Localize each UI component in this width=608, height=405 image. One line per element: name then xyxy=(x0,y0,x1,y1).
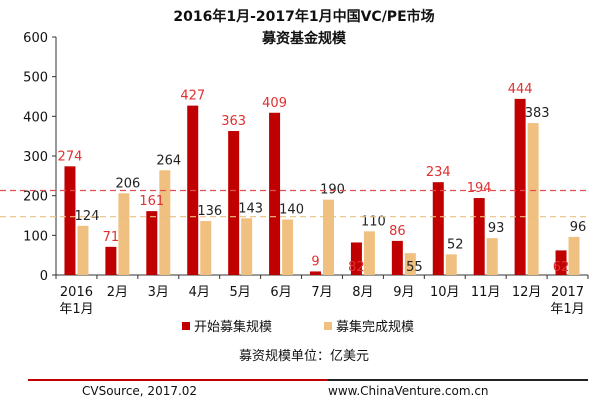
data-label-series2: 143 xyxy=(238,201,263,216)
data-label-series2: 383 xyxy=(525,106,550,121)
legend-label-series2: 募集完成规模 xyxy=(336,319,414,335)
bar-series2 xyxy=(241,218,253,275)
y-tick-label: 200 xyxy=(23,190,48,205)
footer-divider-red xyxy=(28,379,328,381)
x-tick-label: 6月 xyxy=(270,285,291,300)
x-tick-label: 8月 xyxy=(352,285,373,300)
data-label-series2: 52 xyxy=(447,237,464,252)
bar-series1 xyxy=(555,250,567,275)
bar-series1 xyxy=(146,211,158,275)
y-tick-label: 100 xyxy=(23,229,48,244)
data-label-series2: 124 xyxy=(75,209,100,224)
legend-swatch-series2 xyxy=(324,322,332,330)
chart-title-line-1: 2016年1月-2017年1月中国VC/PE市场 xyxy=(173,9,435,25)
bar-series2 xyxy=(118,193,130,275)
data-label-series1: 9 xyxy=(311,254,319,269)
data-label-series2: 93 xyxy=(488,221,505,236)
bar-series1 xyxy=(432,182,444,275)
x-tick-label: 4月 xyxy=(189,285,210,300)
x-tick-label: 年1月 xyxy=(59,302,93,317)
bar-series2 xyxy=(568,236,580,275)
data-label-series1: 363 xyxy=(221,114,246,129)
x-tick-label: 11月 xyxy=(471,285,501,300)
bar-series2 xyxy=(527,123,539,276)
data-label-series1: 234 xyxy=(426,165,451,180)
bar-series1 xyxy=(105,246,117,275)
x-tick-label: 7月 xyxy=(311,285,332,300)
chart-title-line-2: 募资基金规模 xyxy=(262,31,346,47)
x-tick-label: 5月 xyxy=(230,285,251,300)
bar-series2 xyxy=(404,253,416,275)
y-tick-label: 300 xyxy=(23,150,48,165)
data-label-series1: 62 xyxy=(553,260,570,275)
bar-series2 xyxy=(486,238,498,275)
x-tick-label: 9月 xyxy=(393,285,414,300)
x-tick-label: 2月 xyxy=(107,285,128,300)
data-label-series2: 264 xyxy=(156,153,181,168)
bar-series2 xyxy=(159,170,171,275)
data-label-series1: 71 xyxy=(103,230,120,245)
unit-note: 募资规模单位：亿美元 xyxy=(239,349,369,364)
data-label-series2: 140 xyxy=(279,202,304,217)
bar-series1 xyxy=(473,198,485,275)
y-tick-label: 400 xyxy=(23,110,48,125)
bar-series2 xyxy=(323,199,334,275)
footer-source: CVSource, 2017.02 xyxy=(82,384,198,398)
x-tick-label: 12月 xyxy=(512,285,542,300)
bar-series1 xyxy=(391,240,403,275)
bar-series2 xyxy=(445,254,457,275)
bar-series2 xyxy=(200,221,212,275)
y-tick-label: 500 xyxy=(23,71,48,86)
data-label-series2: 136 xyxy=(197,204,222,219)
legend-swatch-series1 xyxy=(182,322,190,330)
data-label-series2: 96 xyxy=(570,220,587,235)
data-label-series1: 194 xyxy=(467,181,492,196)
footer-website[interactable]: www.ChinaVenture.com.cn xyxy=(328,384,489,398)
data-label-series1: 86 xyxy=(389,224,406,239)
bar-series1 xyxy=(64,166,76,275)
bar-series1 xyxy=(310,271,321,275)
data-label-series2: 55 xyxy=(406,260,423,275)
legend-label-series1: 开始募集规模 xyxy=(194,319,272,335)
y-tick-label: 0 xyxy=(40,269,48,284)
y-tick-label: 600 xyxy=(23,31,48,46)
data-label-series1: 427 xyxy=(180,89,205,104)
bar-series1 xyxy=(228,131,240,275)
x-tick-label: 年1月 xyxy=(550,302,584,317)
x-tick-label: 3月 xyxy=(148,285,169,300)
data-label-series1: 409 xyxy=(262,96,287,111)
x-tick-label: 2016 xyxy=(60,285,93,300)
bar-series1 xyxy=(514,98,526,275)
x-tick-label: 2017 xyxy=(551,285,584,300)
data-label-series1: 82 xyxy=(348,260,365,275)
bar-series2 xyxy=(77,225,89,275)
x-tick-label: 10月 xyxy=(430,285,460,300)
bar-series1 xyxy=(269,112,281,275)
data-label-series1: 444 xyxy=(508,82,533,97)
footer-divider-dark xyxy=(328,379,588,381)
bar-series1 xyxy=(350,242,362,275)
bar-series2 xyxy=(363,231,375,275)
data-label-series2: 110 xyxy=(361,214,386,229)
data-label-series1: 274 xyxy=(58,149,83,164)
data-label-series1: 161 xyxy=(139,194,164,209)
data-label-series2: 206 xyxy=(115,176,140,191)
bar-series2 xyxy=(282,219,294,275)
